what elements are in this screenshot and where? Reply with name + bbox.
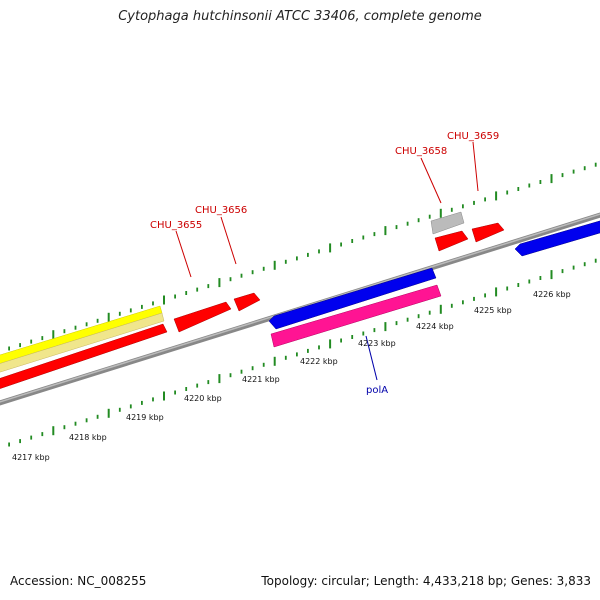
cds-chu-3655 (173, 301, 232, 333)
kbp-label: 4222 kbp (300, 357, 338, 366)
kbp-label: 4217 kbp (12, 453, 50, 462)
ruler-upper (8, 162, 597, 351)
gene-label-chu-3659: CHU_3659 (447, 131, 499, 142)
cds-blue-b (514, 220, 600, 257)
gene-label-chu-3658: CHU_3658 (395, 146, 447, 157)
cds-grey-feature (430, 211, 465, 235)
accession-text: Accession: NC_008255 (10, 574, 147, 588)
cds-chu-3658 (434, 230, 469, 252)
cds-pola (270, 284, 442, 348)
kbp-label: 4226 kbp (533, 290, 571, 299)
cds-blue-a (268, 267, 437, 330)
kbp-label: 4221 kbp (242, 375, 280, 384)
gene-label-chu-3656: CHU_3656 (195, 205, 247, 216)
map-title: Cytophaga hutchinsonii ATCC 33406, compl… (118, 9, 482, 24)
cds-chu-3656 (233, 292, 261, 312)
kbp-label: 4224 kbp (416, 322, 454, 331)
kbp-label: 4220 kbp (184, 394, 222, 403)
cds-chu-3659 (471, 222, 505, 243)
genome-stats-text: Topology: circular; Length: 4,433,218 bp… (261, 574, 591, 588)
kbp-label: 4223 kbp (358, 339, 396, 348)
kbp-label: 4218 kbp (69, 433, 107, 442)
label-leader (472, 141, 479, 192)
label-leader (420, 157, 442, 204)
label-leader (220, 216, 237, 265)
kbp-label: 4225 kbp (474, 306, 512, 315)
gene-label-pola: polA (366, 385, 388, 396)
label-leader (175, 230, 192, 278)
gene-label-chu-3655: CHU_3655 (150, 220, 202, 231)
ruler-lower (8, 258, 597, 447)
cds-red-left (0, 323, 168, 389)
kbp-label: 4219 kbp (126, 413, 164, 422)
cds-tan-feature (0, 312, 165, 373)
label-leader (365, 335, 378, 381)
